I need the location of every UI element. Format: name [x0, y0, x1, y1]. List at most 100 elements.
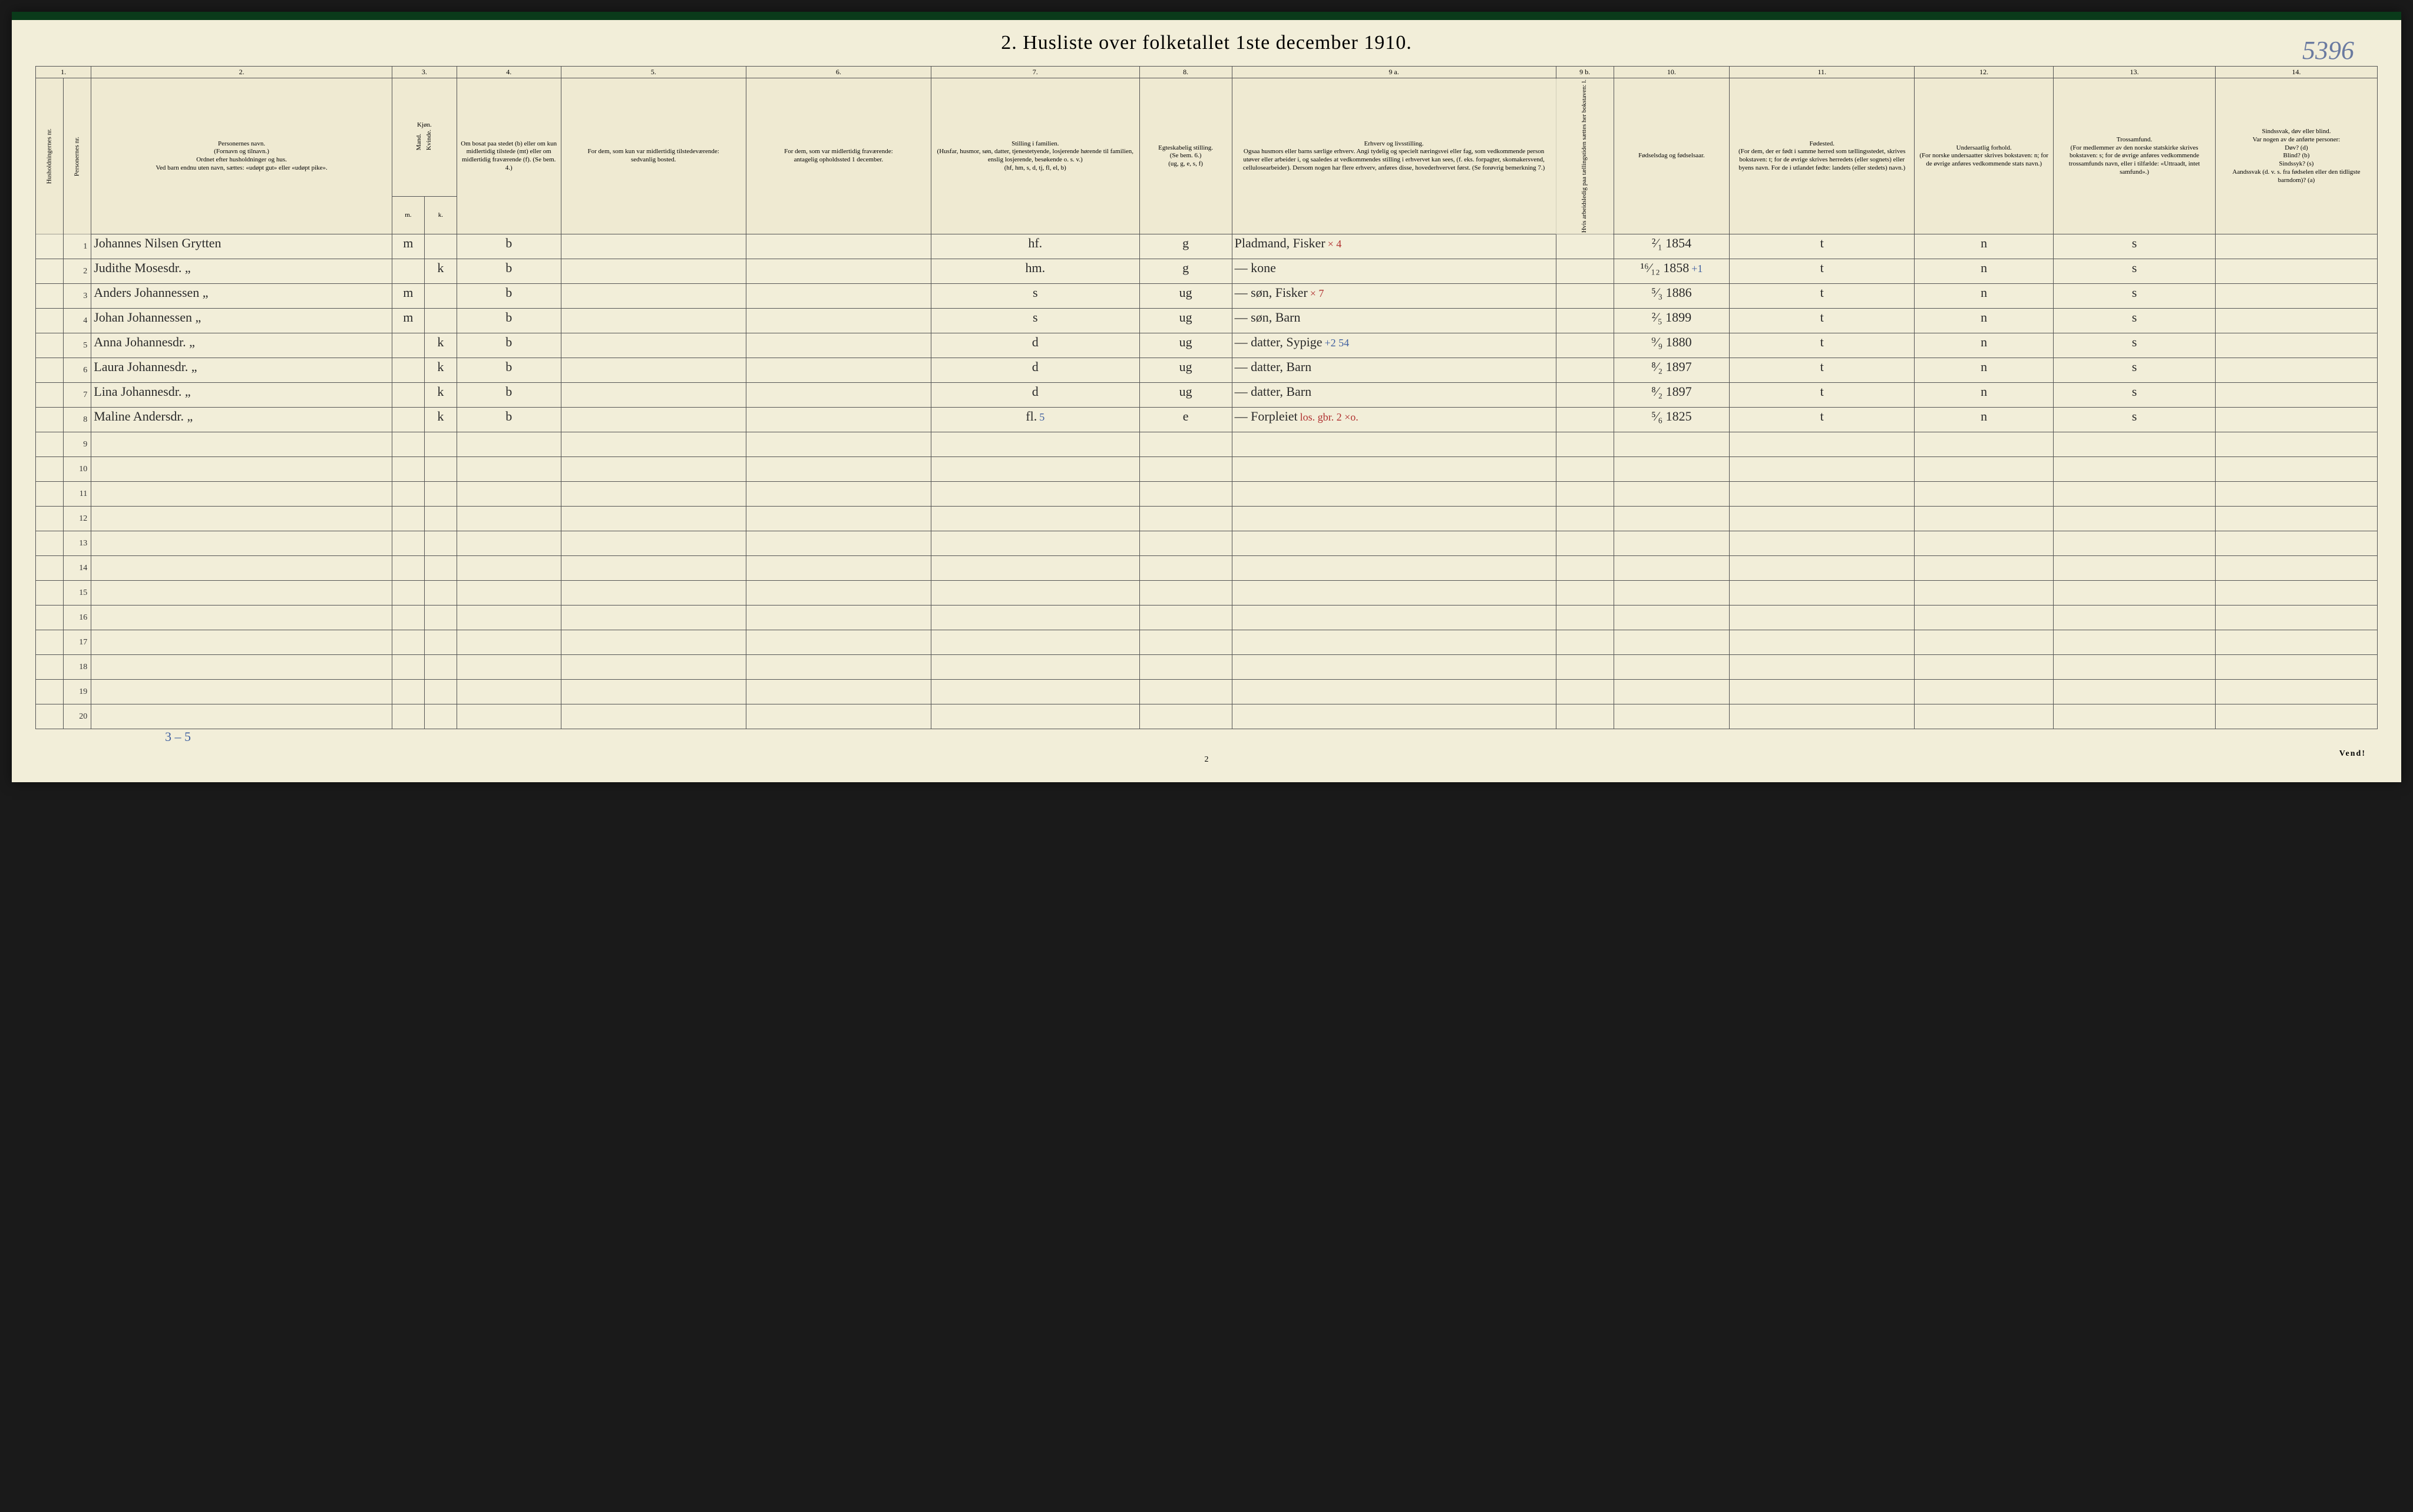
birthplace-cell — [1730, 432, 1915, 457]
family-position-cell: s — [931, 309, 1140, 333]
household-nr-cell — [36, 482, 64, 507]
religion-cell — [2054, 581, 2216, 606]
unemployed-cell — [1556, 655, 1614, 680]
person-nr-cell: 8 — [64, 408, 91, 432]
family-position-cell — [931, 581, 1140, 606]
sex-m-cell: m — [392, 284, 424, 309]
birthdate-cell: ⁸⁄₂ 1897 — [1614, 383, 1729, 408]
birthdate-cell — [1614, 507, 1729, 531]
sex-m-cell — [392, 259, 424, 284]
religion-cell — [2054, 432, 2216, 457]
occupation-cell — [1232, 655, 1556, 680]
religion-cell — [2054, 556, 2216, 581]
disability-cell — [2215, 432, 2377, 457]
table-body: 1 Johannes Nilsen Grytten m b hf. g Plad… — [36, 234, 2378, 729]
disability-cell — [2215, 630, 2377, 655]
religion-cell: s — [2054, 309, 2216, 333]
sex-m-cell — [392, 680, 424, 704]
person-nr-cell: 10 — [64, 457, 91, 482]
table-row-empty: 20 — [36, 704, 2378, 729]
table-row: 6 Laura Johannesdr. „ k b d ug — datter,… — [36, 358, 2378, 383]
residence-cell: b — [457, 234, 561, 259]
family-position-cell — [931, 482, 1140, 507]
religion-cell — [2054, 482, 2216, 507]
colnum-8: 8. — [1139, 67, 1232, 78]
disability-cell — [2215, 556, 2377, 581]
disability-cell — [2215, 581, 2377, 606]
disability-cell — [2215, 259, 2377, 284]
birthplace-cell: t — [1730, 309, 1915, 333]
sex-k-cell — [424, 507, 457, 531]
religion-cell — [2054, 655, 2216, 680]
family-position-cell — [931, 457, 1140, 482]
marital-cell: ug — [1139, 383, 1232, 408]
temp-absent-cell — [746, 581, 931, 606]
sex-m-cell — [392, 655, 424, 680]
name-cell — [91, 457, 392, 482]
birthdate-cell: ⁵⁄₆ 1825 — [1614, 408, 1729, 432]
sex-k-cell — [424, 234, 457, 259]
col-residence: Om bosat paa stedet (b) eller om kun mid… — [457, 78, 561, 234]
sex-k-cell — [424, 284, 457, 309]
marital-cell — [1139, 556, 1232, 581]
residence-cell: b — [457, 259, 561, 284]
name-cell — [91, 531, 392, 556]
sex-m-cell — [392, 507, 424, 531]
family-position-cell — [931, 704, 1140, 729]
table-row: 7 Lina Johannesdr. „ k b d ug — datter, … — [36, 383, 2378, 408]
unemployed-cell — [1556, 432, 1614, 457]
marital-cell: g — [1139, 234, 1232, 259]
household-nr-cell — [36, 704, 64, 729]
nationality-cell: n — [1915, 234, 2054, 259]
household-nr-cell — [36, 259, 64, 284]
table-row-empty: 15 — [36, 581, 2378, 606]
nationality-cell — [1915, 507, 2054, 531]
table-row-empty: 19 — [36, 680, 2378, 704]
sex-k-cell — [424, 581, 457, 606]
family-position-cell: d — [931, 333, 1140, 358]
handwritten-page-number: 5396 — [2302, 35, 2354, 65]
occupation-cell — [1232, 606, 1556, 630]
residence-cell — [457, 531, 561, 556]
residence-cell — [457, 457, 561, 482]
occupation-cell — [1232, 680, 1556, 704]
household-nr-cell — [36, 408, 64, 432]
census-table: 1. 2. 3. 4. 5. 6. 7. 8. 9 a. 9 b. 10. 11… — [35, 66, 2378, 729]
residence-cell — [457, 432, 561, 457]
household-nr-cell — [36, 581, 64, 606]
occupation-cell — [1232, 482, 1556, 507]
household-nr-cell — [36, 383, 64, 408]
occupation-cell: — Forpleietlos. gbr. 2 ×o. — [1232, 408, 1556, 432]
occupation-cell — [1232, 556, 1556, 581]
religion-cell — [2054, 457, 2216, 482]
residence-cell: b — [457, 309, 561, 333]
col-household-nr: Husholdningernes nr. — [36, 78, 64, 234]
occupation-cell: — kone — [1232, 259, 1556, 284]
birthplace-cell: t — [1730, 358, 1915, 383]
vend-label: Vend! — [2339, 749, 2366, 759]
household-nr-cell — [36, 680, 64, 704]
unemployed-cell — [1556, 507, 1614, 531]
marital-cell — [1139, 630, 1232, 655]
name-cell: Anders Johannessen „ — [91, 284, 392, 309]
marital-cell — [1139, 531, 1232, 556]
disability-cell — [2215, 482, 2377, 507]
unemployed-cell — [1556, 630, 1614, 655]
colnum-5: 5. — [561, 67, 746, 78]
birthplace-cell: t — [1730, 259, 1915, 284]
sex-m-cell: m — [392, 234, 424, 259]
person-nr-cell: 3 — [64, 284, 91, 309]
nationality-cell: n — [1915, 259, 2054, 284]
birthplace-cell — [1730, 680, 1915, 704]
unemployed-cell — [1556, 234, 1614, 259]
temp-present-cell — [561, 259, 746, 284]
religion-cell — [2054, 630, 2216, 655]
temp-absent-cell — [746, 408, 931, 432]
nationality-cell: n — [1915, 333, 2054, 358]
family-position-cell — [931, 507, 1140, 531]
sex-m-cell — [392, 358, 424, 383]
birthplace-cell — [1730, 482, 1915, 507]
temp-absent-cell — [746, 556, 931, 581]
unemployed-cell — [1556, 259, 1614, 284]
sex-k-cell — [424, 457, 457, 482]
